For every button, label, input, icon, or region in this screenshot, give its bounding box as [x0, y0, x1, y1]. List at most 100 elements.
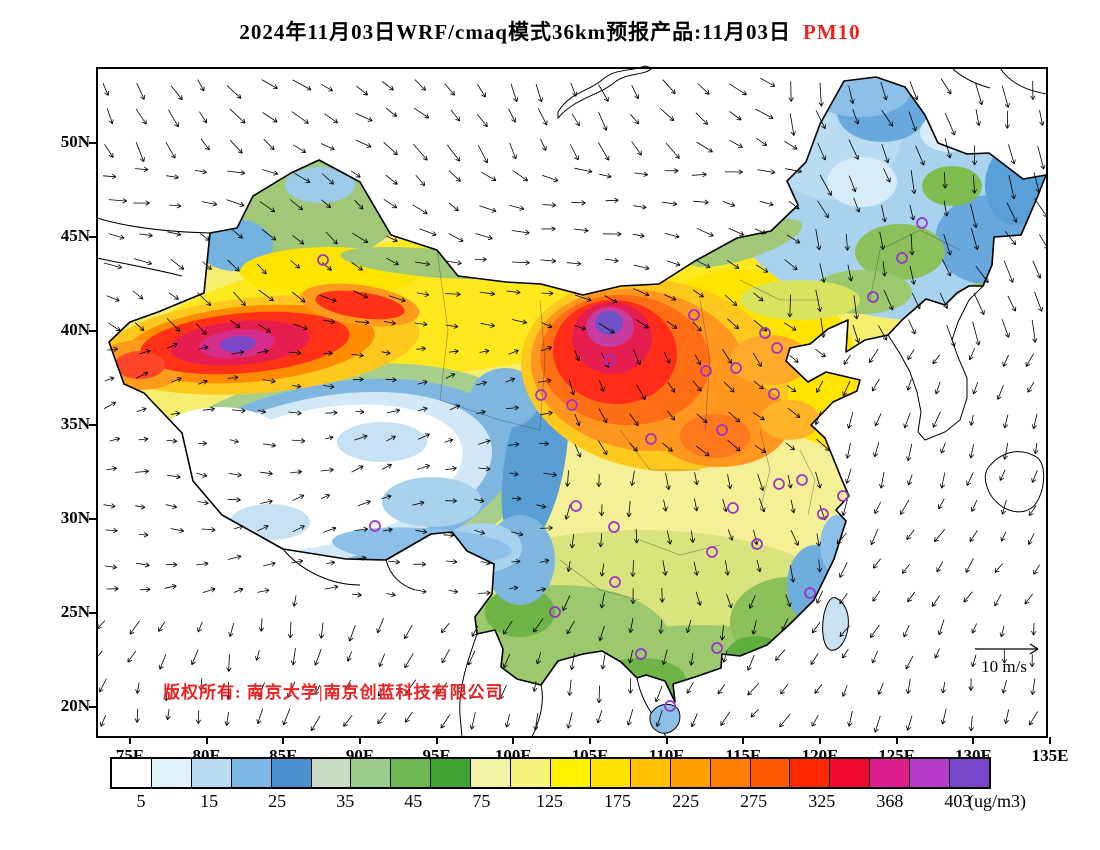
- concentration-region: [337, 422, 427, 462]
- colorbar-tick-label: 5: [136, 791, 146, 811]
- colorbar-tick-label: 275: [740, 791, 768, 811]
- china-boundary: [108, 76, 1047, 703]
- lat-tick-label: 45N: [60, 226, 90, 245]
- lat-tick-label: 35N: [60, 414, 90, 433]
- colorbar: [110, 757, 991, 789]
- station-marker: [317, 254, 329, 266]
- station-marker: [768, 388, 780, 400]
- concentration-region: [485, 587, 555, 637]
- station-marker: [664, 700, 676, 712]
- taiwan-island: [822, 597, 849, 651]
- station-marker: [773, 478, 785, 490]
- lat-tick: [89, 330, 97, 332]
- station-marker: [549, 606, 561, 618]
- colorbar-segment: [431, 759, 472, 787]
- lon-tick: [1049, 737, 1052, 744]
- concentration-region: [470, 368, 540, 428]
- station-marker: [804, 587, 816, 599]
- concentration-region: [315, 290, 405, 320]
- concentration-region: [140, 407, 300, 517]
- colorbar-tick-label: 125: [535, 791, 563, 811]
- lon-tick: [512, 737, 515, 744]
- colorbar-segment: [870, 759, 911, 787]
- lat-tick-label: 30N: [60, 508, 90, 527]
- unit-label: (ug/m3): [968, 791, 1026, 811]
- lat-tick-label: 25N: [60, 602, 90, 621]
- station-marker: [716, 424, 728, 436]
- lat-tick: [89, 518, 97, 520]
- colorbar-segment: [670, 759, 711, 787]
- colorbar-segment: [471, 759, 512, 787]
- wind-vector-field: [97, 77, 1047, 733]
- colorbar-tick-label: 368: [876, 791, 904, 811]
- colorbar-segment: [191, 759, 232, 787]
- station-marker: [759, 327, 771, 339]
- station-marker: [711, 642, 723, 654]
- concentration-region: [760, 400, 820, 440]
- station-marker: [645, 433, 657, 445]
- colorbar-segment: [550, 759, 591, 787]
- station-marker: [751, 538, 763, 550]
- colorbar-tick-label: 325: [808, 791, 836, 811]
- station-marker: [796, 474, 808, 486]
- station-marker: [706, 546, 718, 558]
- coastlines: [96, 67, 1048, 738]
- colorbar-segment: [271, 759, 312, 787]
- colorbar-segment: [750, 759, 791, 787]
- lon-tick: [282, 737, 285, 744]
- colorbar-segment: [511, 759, 551, 787]
- lon-tick: [819, 737, 822, 744]
- lon-tick-label: 135E: [1031, 746, 1069, 765]
- concentration-region: [687, 219, 803, 267]
- colorbar-segment: [710, 759, 751, 787]
- colorbar-segment: [391, 759, 432, 787]
- concentration-region: [922, 166, 982, 206]
- station-marker: [570, 500, 582, 512]
- station-marker: [700, 365, 712, 377]
- station-marker: [535, 389, 547, 401]
- colorbar-tick-label: 403: [944, 791, 972, 811]
- colorbar-tick-label: 45: [404, 791, 423, 811]
- station-marker: [609, 576, 621, 588]
- colorbar-segment: [112, 759, 152, 787]
- copyright-text: 版权所有: 南京大学|南京创蓝科技有限公司: [163, 683, 504, 702]
- lon-tick: [895, 737, 898, 744]
- concentration-region: [730, 335, 810, 385]
- colorbar-tick-label: 35: [336, 791, 355, 811]
- lake-baikal: [557, 65, 653, 120]
- lon-tick: [129, 737, 131, 744]
- lat-tick: [89, 236, 97, 238]
- station-marker: [837, 490, 849, 502]
- lat-tick-label: 20N: [60, 696, 90, 715]
- lat-tick: [89, 424, 97, 426]
- lon-tick: [435, 737, 438, 744]
- station-markers: [317, 217, 928, 712]
- lon-tick: [742, 737, 745, 744]
- station-marker: [727, 502, 739, 514]
- colorbar-segment: [830, 759, 871, 787]
- colorbar-segment: [231, 759, 272, 787]
- lat-tick: [89, 142, 97, 144]
- colorbar-segment: [351, 759, 392, 787]
- colorbar-tick-label: 225: [672, 791, 700, 811]
- concentration-region: [827, 157, 897, 207]
- concentration-region: [220, 335, 256, 353]
- station-marker: [608, 521, 620, 533]
- pm10-concentration-field: [109, 77, 1046, 702]
- concentration-region: [595, 311, 623, 335]
- station-marker: [688, 309, 700, 321]
- station-marker: [369, 520, 381, 532]
- colorbar-segment: [790, 759, 831, 787]
- japan-island: [984, 451, 1045, 513]
- station-marker: [635, 648, 647, 660]
- colorbar-labels: 5 15 25 35 45 75 125 175 225 275 325 368 403: [110, 791, 991, 815]
- station-marker: [896, 252, 908, 264]
- station-marker: [867, 291, 879, 303]
- title-pollutant: PM10: [803, 20, 861, 44]
- concentration-region: [810, 77, 910, 117]
- wind-scale-arrow: [975, 643, 1039, 655]
- station-marker: [604, 354, 616, 366]
- concentration-region: [230, 504, 310, 540]
- lon-tick: [665, 737, 668, 744]
- lat-tick-label: 40N: [60, 320, 90, 339]
